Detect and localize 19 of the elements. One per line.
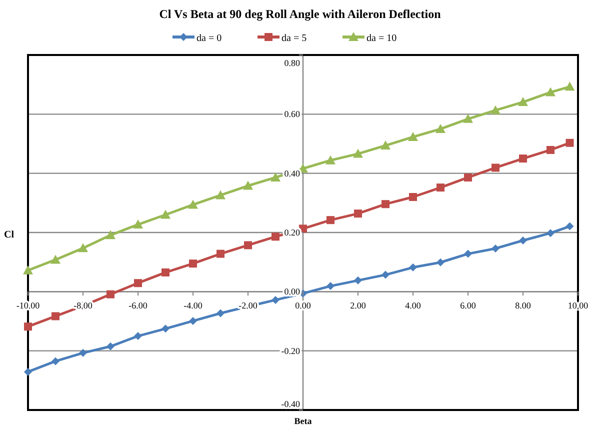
y-axis-title: Cl <box>4 230 14 240</box>
y-tick-label: 0.40 <box>284 168 300 178</box>
x-tick-label: 0.00 <box>295 300 312 311</box>
legend-label: da = 5 <box>282 33 307 44</box>
y-tick-label: 0.00 <box>284 286 300 297</box>
x-tick-label: 4.00 <box>405 300 422 311</box>
y-tick-label: -0.20 <box>281 346 300 356</box>
x-tick-label: 6.00 <box>460 300 476 311</box>
x-tick-label: 8.00 <box>515 300 532 311</box>
y-tick-label: 0.80 <box>284 58 300 68</box>
chart-title: Cl Vs Beta at 90 deg Roll Angle with Aileron Deflection <box>159 7 442 21</box>
x-tick-label: -6.00 <box>128 300 148 311</box>
x-axis-title: Beta <box>294 416 312 425</box>
x-tick-label: 2.00 <box>350 300 366 311</box>
legend-label: da = 10 <box>366 33 397 44</box>
y-tick-label: 0.60 <box>284 109 300 120</box>
y-tick-label: -0.40 <box>281 399 300 409</box>
legend-label: da = 0 <box>196 33 222 44</box>
x-tick-label: -4.00 <box>184 300 203 311</box>
